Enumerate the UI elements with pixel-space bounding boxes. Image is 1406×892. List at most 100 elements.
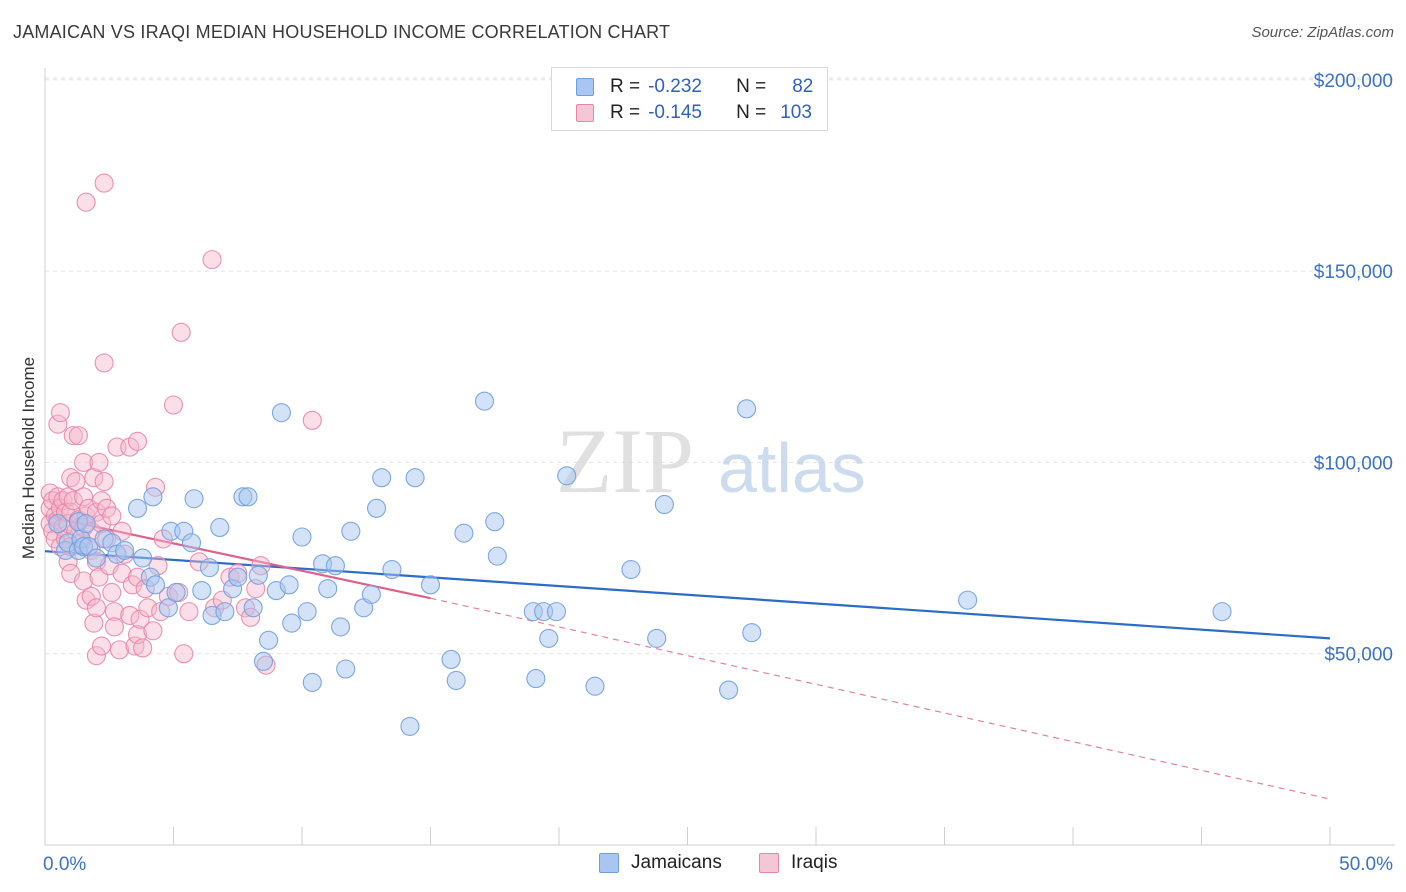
y-tick-label: $50,000 (1324, 645, 1393, 666)
series-legend: Jamaicans Iraqis (0, 852, 1406, 876)
iraqi-point (102, 582, 122, 603)
watermark-zip: ZIP (556, 410, 694, 512)
iraqi-point (302, 410, 322, 430)
iraqi-point (104, 617, 124, 637)
iraqis-trend-line (44, 514, 431, 600)
jamaican-point (248, 565, 268, 585)
iraqi-point (94, 353, 114, 373)
jamaican-point (210, 517, 230, 537)
jamaican-point (654, 494, 674, 515)
n-value-iraqis: 103 (780, 102, 812, 123)
iraqi-point (130, 609, 150, 629)
n-value-jamaicans: 82 (792, 76, 814, 97)
iraqi-point (125, 636, 145, 656)
iraqi-point (171, 322, 191, 342)
jamaican-point (184, 489, 204, 509)
legend-row-iraqis: R = -0.145 N = 103 (576, 101, 812, 125)
iraqi-point (74, 487, 94, 507)
jamaican-point (621, 559, 641, 580)
jamaican-point (719, 680, 739, 700)
r-value-jamaicans: -0.232 (648, 76, 702, 97)
jamaican-point (292, 527, 312, 547)
jamaican-point (215, 602, 235, 622)
jamaican-point (546, 602, 566, 622)
iraqi-point (43, 491, 63, 511)
iraqi-point (91, 636, 112, 656)
jamaican-point (253, 651, 274, 671)
jamaican-point (145, 575, 166, 595)
iraqi-point (138, 598, 158, 618)
data-points (40, 173, 1232, 736)
jamaican-point (199, 558, 220, 578)
iraqi-point (63, 491, 83, 511)
iraqi-point (74, 571, 94, 591)
jamaican-point (228, 567, 248, 587)
y-tick-label: $100,000 (1314, 453, 1393, 474)
iraqi-point (109, 640, 130, 660)
iraqi-point (66, 471, 86, 492)
jamaican-point (158, 598, 178, 618)
x-tick-label: 0.0% (43, 854, 86, 875)
iraqi-point (120, 437, 140, 457)
jamaican-point (330, 617, 351, 637)
iraqi-point (84, 613, 104, 633)
jamaican-point (372, 468, 392, 488)
jamaican-point (127, 498, 148, 518)
jamaicans-swatch (576, 78, 594, 96)
iraqi-point (63, 426, 83, 446)
jamaican-point (48, 514, 68, 534)
legend-item-iraqis: Iraqis (759, 852, 837, 874)
jamaican-point (336, 659, 356, 679)
tick-labels: $50,000 $100,000 $150,000 $200,000 0.0% 50.0% (43, 71, 1393, 875)
jamaican-point (454, 523, 474, 543)
jamaican-point (382, 559, 402, 580)
jamaican-point (238, 487, 258, 507)
jamaican-point (737, 399, 757, 419)
jamaican-point (115, 540, 135, 560)
iraqi-point (53, 491, 73, 511)
iraqi-point (143, 621, 163, 641)
jamaican-point (279, 575, 299, 595)
jamaican-point (361, 584, 381, 604)
iraqi-point (74, 452, 94, 472)
iraqi-point (133, 638, 153, 658)
jamaican-point (259, 630, 279, 650)
iraqi-point (102, 506, 122, 526)
jamaican-point (133, 548, 153, 568)
iraqi-point (81, 586, 101, 606)
jamaicans-legend-swatch (599, 853, 619, 873)
jamaican-point (485, 512, 505, 532)
iraqis-swatch (576, 104, 594, 122)
iraqi-point (58, 487, 78, 507)
legend-item-jamaicans: Jamaicans (599, 852, 722, 874)
grid-lines (45, 77, 1395, 655)
watermark: ZIP atlas (556, 410, 866, 512)
iraqi-point (76, 192, 96, 212)
jamaican-point (1212, 602, 1232, 622)
iraqi-point (127, 431, 148, 451)
iraqi-point (48, 487, 68, 507)
iraqi-point (84, 468, 104, 488)
jamaican-point (441, 649, 461, 669)
jamaican-point (143, 487, 163, 507)
y-tick-label: $200,000 (1314, 71, 1393, 92)
iraqi-point (174, 644, 194, 664)
jamaican-point (526, 669, 546, 689)
jamaican-point (958, 590, 978, 610)
iraqi-point (50, 403, 70, 423)
watermark-atlas: atlas (718, 429, 866, 507)
jamaican-point (243, 598, 263, 618)
iraqi-point (94, 173, 114, 193)
jamaican-point (742, 623, 762, 643)
legend-label-jamaicans: Jamaicans (631, 852, 722, 873)
iraqi-point (86, 646, 106, 666)
r-label: R = (610, 76, 641, 97)
jamaican-point (341, 521, 361, 541)
source-credit: Source: ZipAtlas.com (1251, 24, 1394, 41)
iraqi-point (202, 250, 222, 270)
iraqi-point (68, 426, 88, 446)
n-label: N = (736, 102, 767, 123)
jamaican-point (192, 581, 212, 601)
iraqi-point (76, 590, 96, 610)
jamaican-point (585, 676, 605, 696)
